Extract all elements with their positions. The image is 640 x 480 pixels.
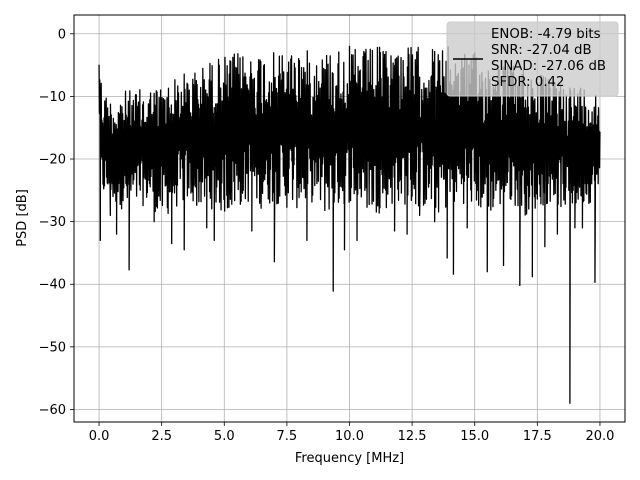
- x-tick-label: 5.0: [214, 429, 235, 444]
- x-tick-label: 15.0: [460, 429, 489, 444]
- legend-box: [446, 21, 619, 97]
- legend-line-1: ENOB: -4.79 bits: [491, 27, 601, 42]
- series-layer: [98, 45, 601, 404]
- y-ticks: 0 −10 −20 −30 −40 −50 −60: [39, 27, 74, 418]
- x-tick-label: 2.5: [151, 429, 172, 444]
- x-tick-label: 10.0: [335, 429, 364, 444]
- legend: ENOB: -4.79 bits SNR: -27.04 dB SINAD: -27…: [446, 21, 619, 97]
- y-tick-label: −50: [39, 340, 66, 355]
- y-tick-label: −60: [39, 403, 66, 418]
- x-axis-label: Frequency [MHz]: [295, 451, 404, 466]
- legend-line-2: SNR: -27.04 dB: [491, 43, 592, 58]
- x-tick-label: 20.0: [585, 429, 614, 444]
- x-tick-label: 12.5: [398, 429, 427, 444]
- y-axis-label: PSD [dB]: [15, 189, 30, 247]
- psd-trace-line: [98, 45, 601, 404]
- x-tick-label: 7.5: [277, 429, 298, 444]
- x-ticks: 0.0 2.5 5.0 7.5 10.0 12.5 15.0 17.5 20.0: [89, 422, 614, 444]
- x-tick-label: 17.5: [523, 429, 552, 444]
- legend-line-3: SINAD: -27.06 dB: [491, 59, 606, 74]
- legend-entry-text: ENOB: -4.79 bits SNR: -27.04 dB SINAD: -27…: [491, 27, 606, 90]
- y-tick-label: 0: [58, 27, 66, 42]
- y-tick-label: −30: [39, 215, 66, 230]
- y-tick-label: −10: [39, 90, 66, 105]
- legend-line-4: SFDR: 0.42: [491, 75, 564, 90]
- y-tick-label: −40: [39, 278, 66, 293]
- x-tick-label: 0.0: [89, 429, 110, 444]
- y-tick-label: −20: [39, 153, 66, 168]
